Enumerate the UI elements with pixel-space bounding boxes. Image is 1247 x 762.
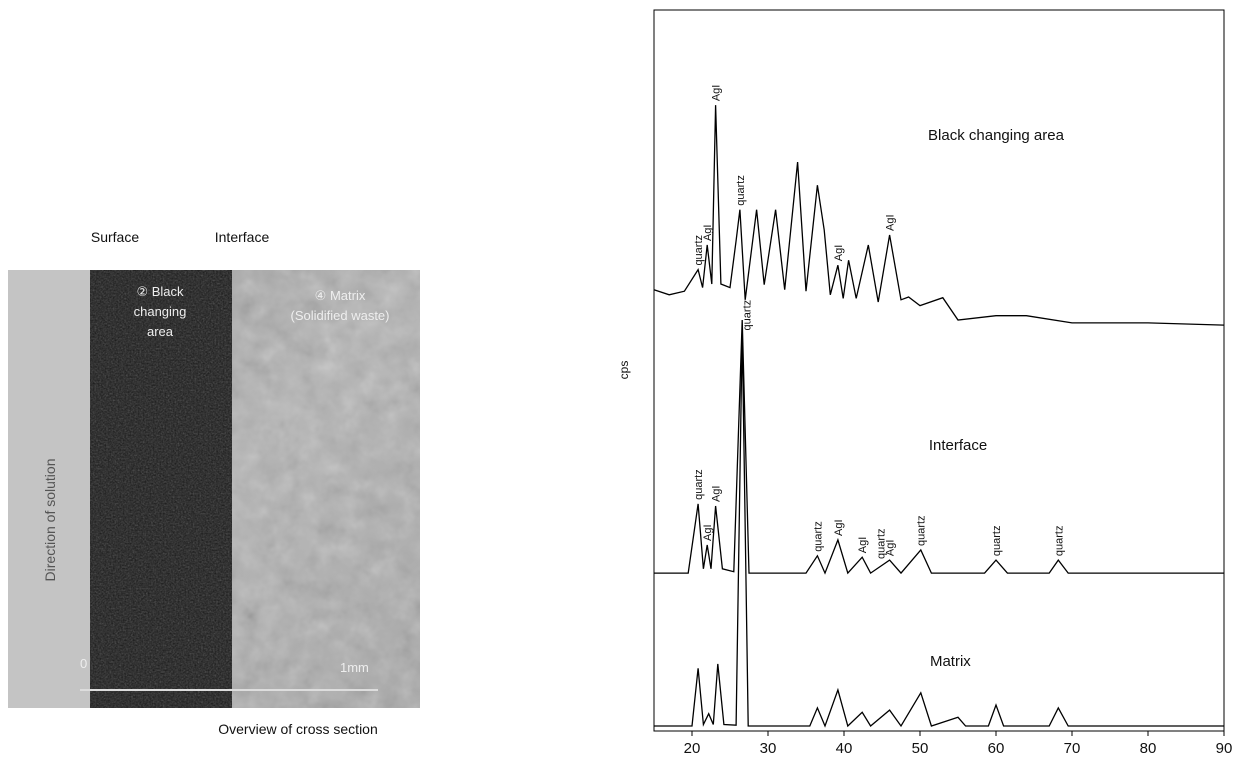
matrix-label: (Solidified waste) bbox=[291, 308, 390, 323]
peak-label: AgI bbox=[833, 245, 845, 262]
peak-label: quartz bbox=[693, 235, 705, 266]
x-tick-label: 20 bbox=[684, 740, 701, 757]
peak-label: AgI bbox=[711, 85, 723, 102]
series-label: Interface bbox=[929, 437, 987, 454]
peak-label: AgI bbox=[885, 214, 897, 231]
peak-label: quartz bbox=[742, 300, 754, 331]
photo: 0 1mm ② Black changing area ④ Matrix (So… bbox=[8, 270, 420, 708]
peak-label: quartz bbox=[735, 175, 747, 206]
plot-frame bbox=[653, 9, 1225, 732]
black-texture bbox=[90, 270, 232, 708]
xrd-trace bbox=[654, 330, 1224, 728]
x-tick-label: 30 bbox=[760, 740, 777, 757]
peak-label: AgI bbox=[702, 524, 714, 541]
xrd-trace bbox=[653, 105, 1225, 326]
surface-label: Surface bbox=[91, 229, 139, 245]
black-label: area bbox=[147, 324, 174, 339]
interface-label: Interface bbox=[215, 229, 270, 245]
peak-label: quartz bbox=[812, 521, 824, 552]
y-axis-label: cps bbox=[617, 361, 631, 380]
black-label: ② Black bbox=[136, 284, 184, 299]
scale-start: 0 bbox=[80, 656, 87, 671]
peak-label: quartz bbox=[1053, 526, 1065, 557]
scale-end: 1mm bbox=[340, 660, 369, 675]
x-tick-label: 60 bbox=[988, 740, 1005, 757]
peak-label: AgI bbox=[833, 519, 845, 536]
peak-label: quartz bbox=[916, 515, 928, 546]
matrix-label: ④ Matrix bbox=[315, 288, 366, 303]
peak-label: AgI bbox=[857, 537, 869, 554]
series-label: Black changing area bbox=[928, 127, 1065, 144]
peak-label: quartz bbox=[991, 526, 1003, 557]
series-label: Matrix bbox=[930, 653, 971, 670]
xrd-trace bbox=[654, 319, 1224, 575]
x-tick-label: 90 bbox=[1216, 740, 1233, 757]
peak-label: AgI bbox=[885, 540, 897, 557]
peak-label: AgI bbox=[702, 225, 714, 242]
x-tick-label: 80 bbox=[1140, 740, 1157, 757]
black-label: changing bbox=[134, 304, 187, 319]
direction-label: Direction of solution bbox=[42, 459, 58, 582]
x-tick-label: 40 bbox=[836, 740, 853, 757]
peak-label: quartz bbox=[875, 528, 887, 559]
caption: Overview of cross section bbox=[218, 721, 378, 737]
peak-label: AgI bbox=[711, 486, 723, 503]
x-tick-label: 50 bbox=[912, 740, 929, 757]
surface-region bbox=[8, 270, 92, 708]
x-tick-label: 70 bbox=[1064, 740, 1081, 757]
peak-label: quartz bbox=[693, 469, 705, 500]
